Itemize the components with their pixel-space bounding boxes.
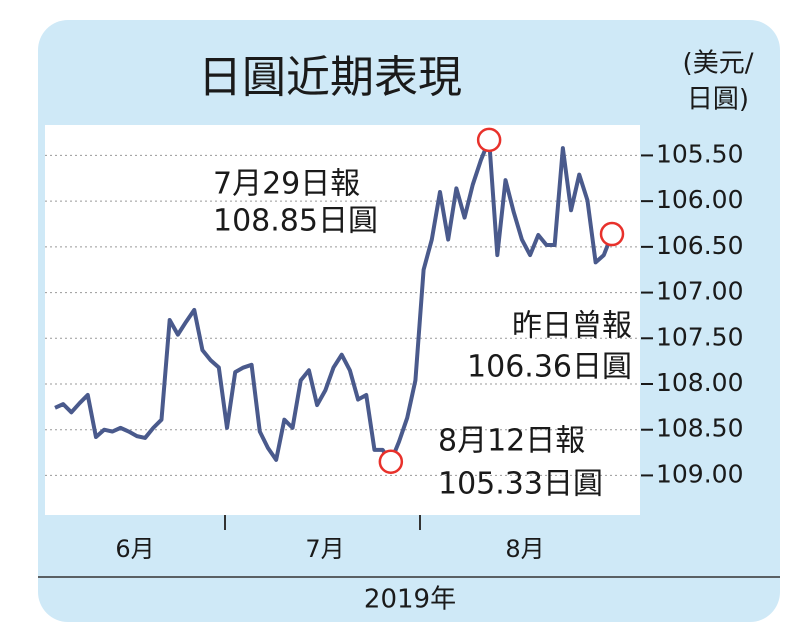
y-tick-label: 108.00 xyxy=(656,368,743,397)
y-axis-label: (美元/ xyxy=(683,49,754,79)
y-tick-label: 107.50 xyxy=(656,322,743,351)
y-tick-label: 105.50 xyxy=(656,139,743,168)
y-axis-label: 日圓) xyxy=(687,85,749,115)
y-tick-label: 108.50 xyxy=(656,414,743,443)
price-line xyxy=(54,137,614,464)
y-tick-label: 109.00 xyxy=(656,459,743,488)
annotation: 8月12日報 xyxy=(438,424,585,459)
y-tick-label: 107.00 xyxy=(656,277,743,306)
x-axis-label: 2019年 xyxy=(364,585,456,615)
y-tick-label: 106.00 xyxy=(656,185,743,214)
month-label: 7月 xyxy=(305,535,344,563)
y-tick-label: 106.50 xyxy=(656,231,743,260)
annotation: 7月29日報 xyxy=(213,167,360,202)
annotation: 108.85日圓 xyxy=(213,204,378,239)
annotation: 106.36日圓 xyxy=(467,350,632,385)
month-label: 6月 xyxy=(115,535,154,563)
annotation: 昨日曾報 xyxy=(512,309,632,344)
highlight-marker xyxy=(476,127,502,153)
plot-area xyxy=(45,125,640,515)
chart-title: 日圓近期表現 xyxy=(198,52,462,103)
annotation: 105.33日圓 xyxy=(438,467,603,502)
month-label: 8月 xyxy=(505,535,544,563)
highlight-marker xyxy=(599,221,625,247)
highlight-marker xyxy=(378,449,404,474)
